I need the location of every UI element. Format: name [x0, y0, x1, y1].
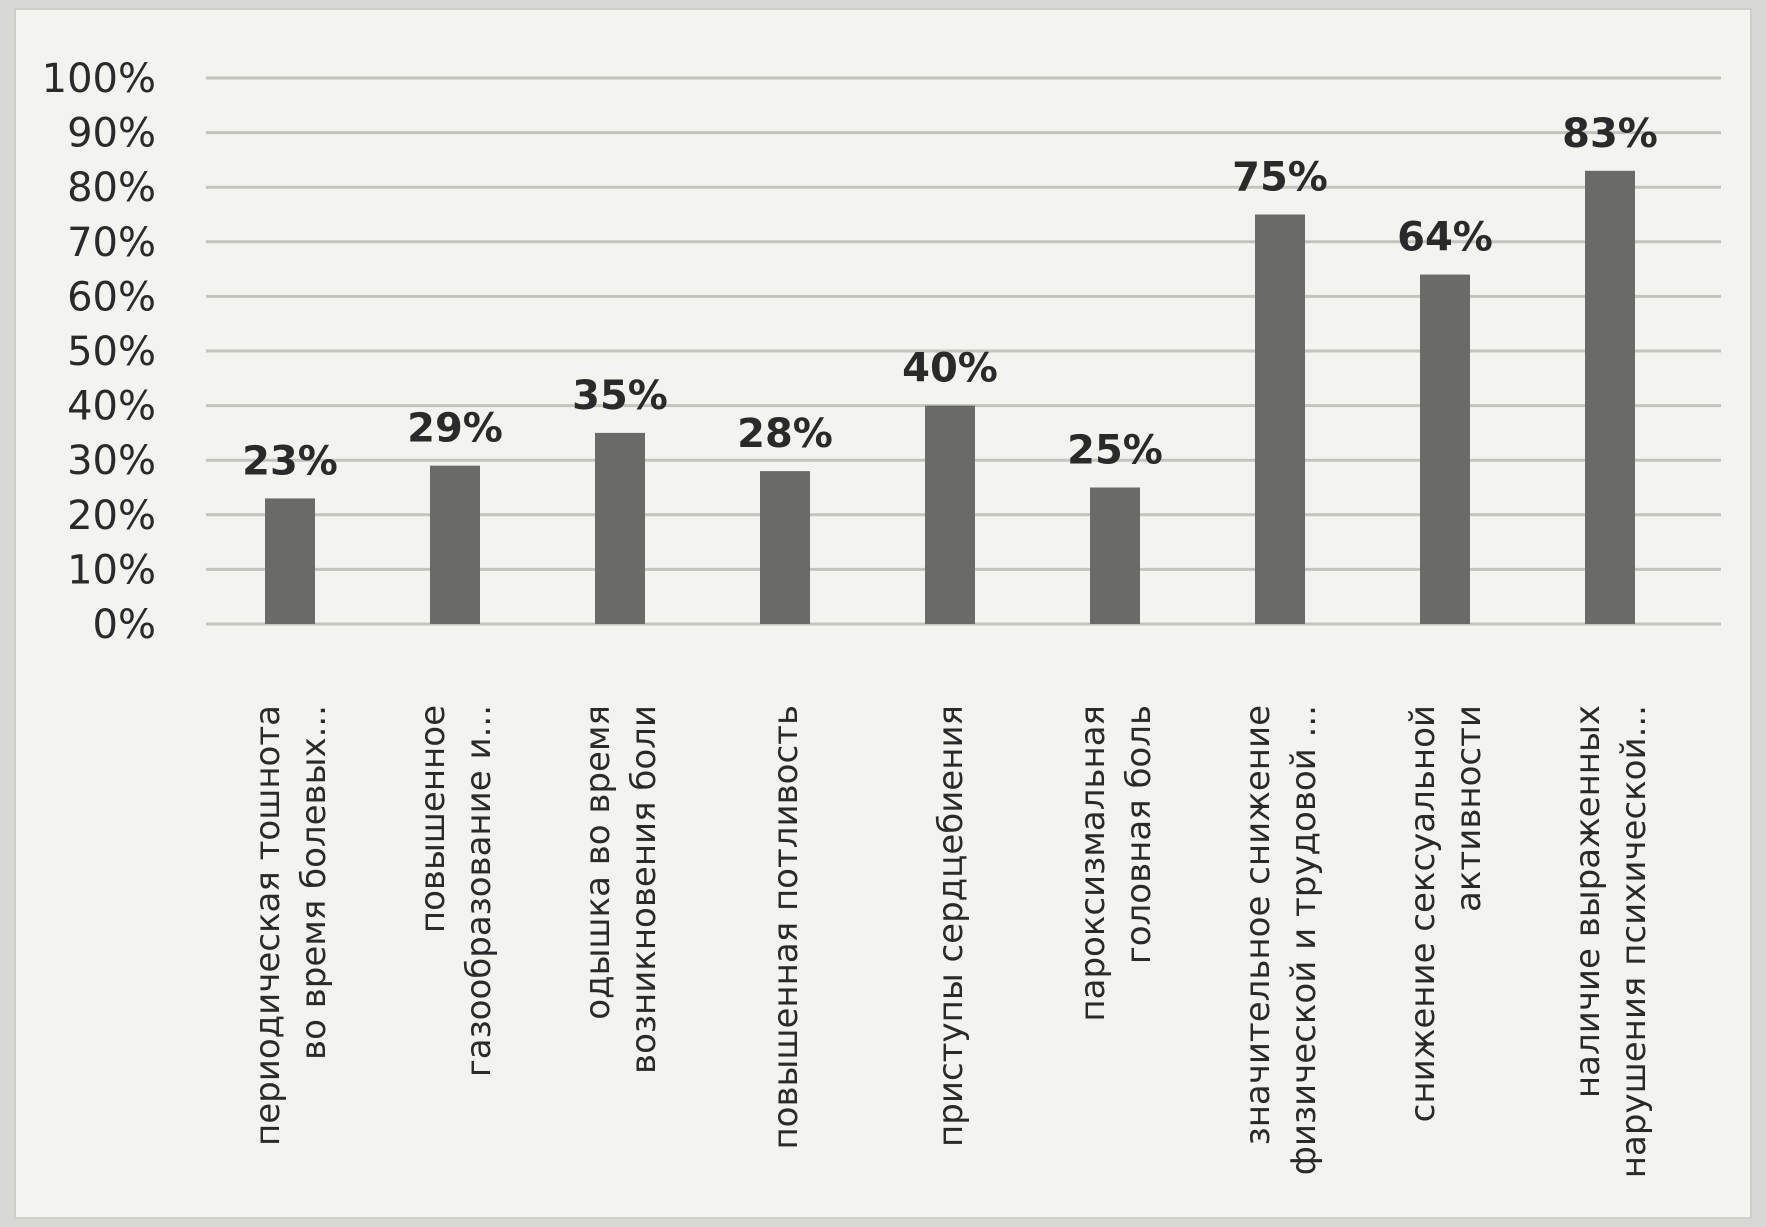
- y-tick-label: 40%: [67, 384, 156, 430]
- y-tick-label: 50%: [67, 329, 156, 375]
- category-label-line: значительное снижение: [1238, 705, 1278, 1145]
- y-tick-label: 90%: [67, 111, 156, 157]
- y-tick-label: 20%: [67, 493, 156, 539]
- bar: [595, 432, 645, 624]
- data-label: 25%: [1067, 428, 1163, 474]
- category-label-line: физической и трудовой ...: [1284, 705, 1324, 1175]
- bar: [1585, 170, 1635, 624]
- category-label-line: во время болевых...: [294, 705, 334, 1060]
- category-label-line: снижение сексуальной: [1403, 705, 1443, 1122]
- data-label: 40%: [902, 346, 998, 392]
- category-label: наличие выраженных нарушения психической.…: [1568, 705, 1654, 1178]
- category-label: приступы сердцебиения: [931, 705, 971, 1147]
- data-label: 35%: [572, 373, 668, 419]
- data-label: 75%: [1232, 155, 1328, 201]
- category-label-line: повышенная потливость: [766, 705, 806, 1150]
- chart-frame: 0% 10% 20% 30% 40% 50% 60% 70% 80% 90% 100% 23% 29%…: [14, 8, 1752, 1219]
- bar: [925, 405, 975, 624]
- data-label: 23%: [242, 438, 338, 484]
- y-tick-label: 70%: [67, 220, 156, 266]
- y-tick-label: 60%: [67, 274, 156, 320]
- category-label-line: наличие выраженных: [1568, 705, 1608, 1098]
- category-label-line: пароксизмальная: [1073, 705, 1113, 1022]
- category-label-line: возникновения боли: [624, 705, 664, 1074]
- category-label: пароксизмальная головная боль: [1073, 705, 1159, 1022]
- y-tick-label: 10%: [67, 547, 156, 593]
- data-labels: 23% 29% 35% 28% 40% 25% 75% 64% 83%: [242, 111, 1658, 485]
- data-label: 28%: [737, 411, 833, 457]
- category-label: снижение сексуальной активности: [1403, 705, 1489, 1122]
- category-label-line: приступы сердцебиения: [931, 705, 971, 1147]
- data-label: 64%: [1397, 215, 1493, 261]
- category-label-line: периодическая тошнота: [248, 705, 288, 1146]
- y-axis-ticks: 0% 10% 20% 30% 40% 50% 60% 70% 80% 90% 100%: [42, 56, 156, 648]
- data-label: 83%: [1562, 111, 1658, 157]
- category-label: повышенная потливость: [766, 705, 806, 1150]
- category-label: значительное снижение физической и трудов…: [1238, 705, 1324, 1175]
- y-tick-label: 30%: [67, 438, 156, 484]
- category-labels: периодическая тошнота во время болевых...…: [248, 705, 1654, 1178]
- bar: [1255, 214, 1305, 624]
- y-tick-label: 0%: [93, 602, 156, 648]
- bars: [265, 170, 1635, 624]
- category-label-line: нарушения психической...: [1614, 705, 1654, 1178]
- data-label: 29%: [407, 406, 503, 452]
- bar: [265, 498, 315, 624]
- category-label-line: газообразование и...: [459, 705, 499, 1077]
- category-label: одышка во время возникновения боли: [578, 705, 664, 1074]
- category-label: периодическая тошнота во время болевых...: [248, 705, 334, 1146]
- bar: [1090, 487, 1140, 624]
- y-tick-label: 100%: [42, 56, 156, 102]
- bar: [430, 465, 480, 624]
- category-label-line: головная боль: [1119, 705, 1159, 964]
- category-label-line: повышенное: [413, 705, 453, 933]
- y-tick-label: 80%: [67, 165, 156, 211]
- category-label: повышенное газообразование и...: [413, 705, 499, 1077]
- category-label-line: одышка во время: [578, 705, 618, 1020]
- bar-chart: 0% 10% 20% 30% 40% 50% 60% 70% 80% 90% 100% 23% 29%…: [42, 56, 1721, 1178]
- bar: [760, 471, 810, 624]
- bar: [1420, 274, 1470, 624]
- category-label-line: активности: [1449, 705, 1489, 912]
